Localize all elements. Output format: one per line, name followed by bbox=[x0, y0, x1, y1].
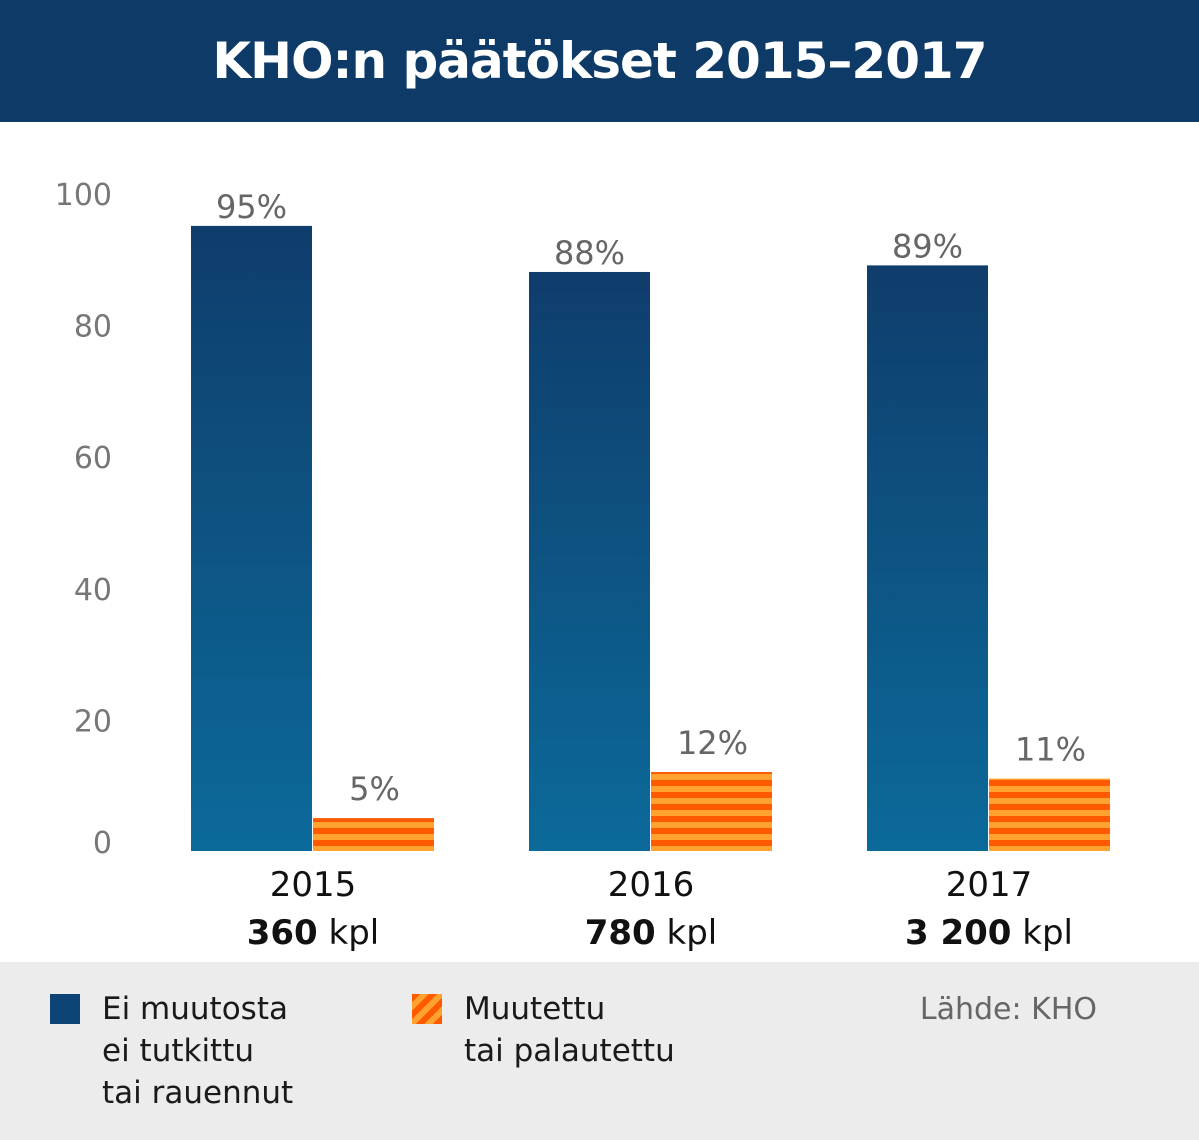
bar-changed bbox=[989, 778, 1110, 851]
data-label-unchanged: 95% bbox=[216, 188, 287, 226]
category-label: 2016 bbox=[608, 865, 695, 905]
bar-unchanged bbox=[867, 265, 988, 851]
y-tick-label: 80 bbox=[74, 310, 112, 345]
bar-unchanged bbox=[191, 225, 312, 851]
y-tick-label: 0 bbox=[93, 826, 112, 861]
y-tick-label: 100 bbox=[55, 178, 112, 213]
legend-label-changed: Muutettu tai palautettu bbox=[464, 991, 675, 1069]
category-label: 2017 bbox=[946, 865, 1033, 905]
data-label-changed: 5% bbox=[349, 770, 400, 808]
category-total: 780 kpl bbox=[585, 913, 718, 953]
legend-label-unchanged: Ei muutosta ei tutkittu tai rauennut bbox=[102, 991, 294, 1111]
legend-item-unchanged: Ei muutosta ei tutkittu tai rauennut bbox=[50, 988, 293, 1114]
category-label: 2015 bbox=[270, 865, 357, 905]
category-total-number: 360 bbox=[247, 913, 318, 953]
legend-item-changed: Muutettu tai palautettu bbox=[412, 988, 675, 1072]
category-total: 3 200 kpl bbox=[905, 913, 1073, 953]
data-label-changed: 11% bbox=[1015, 731, 1086, 769]
chart-header: KHO:n päätökset 2015–2017 bbox=[0, 0, 1199, 122]
legend-swatch-blue bbox=[50, 994, 80, 1024]
category-total-number: 3 200 bbox=[905, 913, 1011, 953]
category-total: 360 kpl bbox=[247, 913, 380, 953]
chart-title: KHO:n päätökset 2015–2017 bbox=[212, 32, 987, 90]
bar-chart: 0 20 40 60 80 100 95% 5% 2015 360 kpl 88% 12% 2016 78… bbox=[55, 178, 1110, 953]
category-total-unit: kpl bbox=[1011, 913, 1073, 953]
source-note: Lähde: KHO bbox=[919, 992, 1097, 1027]
data-label-unchanged: 89% bbox=[892, 227, 963, 265]
category-total-number: 780 bbox=[585, 913, 656, 953]
y-tick-label: 60 bbox=[74, 441, 112, 476]
category-total-unit: kpl bbox=[318, 913, 380, 953]
y-tick-label: 20 bbox=[74, 704, 112, 739]
bar-changed bbox=[651, 772, 772, 851]
y-tick-label: 40 bbox=[74, 573, 112, 608]
legend-area: Ei muutosta ei tutkittu tai rauennut Muu… bbox=[0, 962, 1199, 1140]
data-label-changed: 12% bbox=[677, 724, 748, 762]
bar-changed bbox=[313, 818, 434, 851]
category-total-unit: kpl bbox=[656, 913, 718, 953]
data-label-unchanged: 88% bbox=[554, 234, 625, 272]
bar-unchanged bbox=[529, 271, 650, 852]
legend-swatch-orange bbox=[412, 994, 442, 1024]
